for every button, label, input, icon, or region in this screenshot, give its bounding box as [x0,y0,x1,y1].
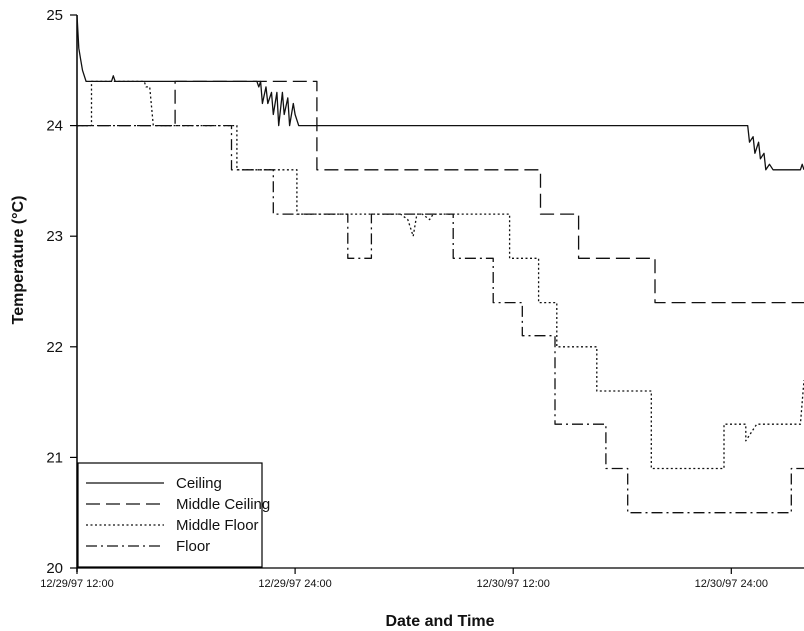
y-tick-label: 20 [46,560,63,577]
series-line-floor [77,124,804,514]
y-tick-label: 25 [46,7,63,24]
series-line-middle-ceiling [77,80,804,304]
x-tick-label: 12/30/97 24:00 [695,578,768,590]
legend-box [77,462,263,568]
series-lines [76,14,804,514]
legend-entry: Ceiling [176,475,222,492]
x-tick-label: 12/29/97 24:00 [258,578,331,590]
y-tick-label: 24 [46,118,63,135]
y-axis-label: Temperature (°C) [10,196,27,325]
legend-entry: Middle Ceiling [176,496,270,513]
x-tick-label: 12/30/97 12:00 [476,578,549,590]
y-tick-label: 23 [46,228,63,245]
tick-labels: 20 21 22 23 24 25 12/29/97 12:00 12/29/97 24:00… [40,7,768,590]
y-tick-label: 21 [46,449,63,466]
series-line-ceiling [76,14,804,171]
y-tick-label: 22 [46,339,63,356]
x-tick-label: 12/29/97 12:00 [40,578,113,590]
legend-entry: Floor [176,538,210,555]
legend-entry: Middle Floor [176,517,259,534]
axes [70,14,804,574]
series-line-middle-floor [77,80,804,470]
x-axis-label: Date and Time [385,613,494,630]
legend: Ceiling Middle Ceiling Middle Floor Floor [77,462,270,568]
